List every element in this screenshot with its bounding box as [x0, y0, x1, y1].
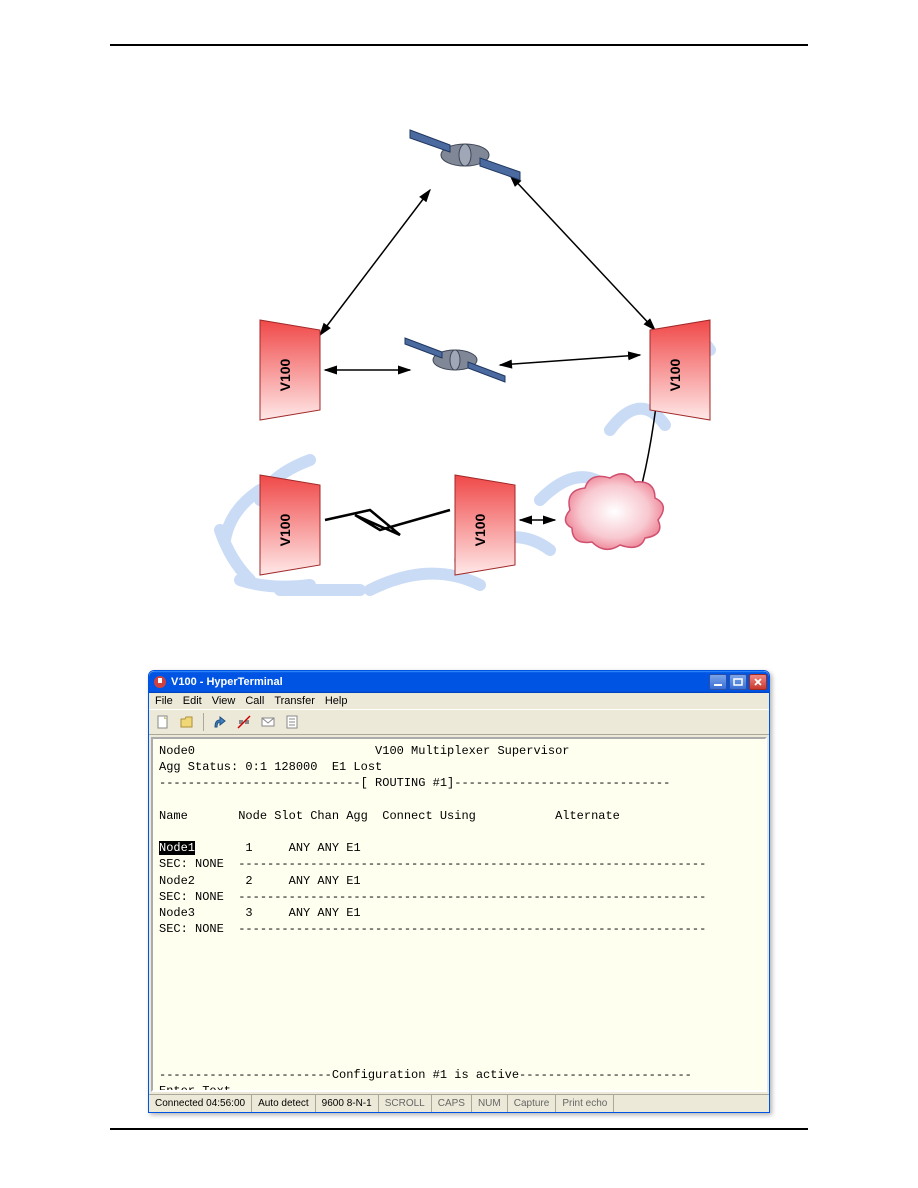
window-title: V100 - HyperTerminal [171, 676, 709, 688]
disconnect-icon[interactable] [234, 712, 254, 732]
terminal-content[interactable]: Node0 V100 Multiplexer Supervisor Agg St… [151, 737, 767, 1092]
menu-transfer[interactable]: Transfer [274, 695, 315, 707]
status-scroll: SCROLL [379, 1095, 432, 1112]
toolbar-separator [203, 713, 204, 731]
statusbar: Connected 04:56:00 Auto detect 9600 8-N-… [149, 1094, 769, 1112]
page-top-rule [110, 44, 808, 46]
svg-text:V100: V100 [667, 358, 683, 391]
v100-node-bottom-mid: V100 [455, 475, 515, 575]
svg-text:V100: V100 [472, 513, 488, 546]
v100-node-top-right: V100 [650, 320, 710, 420]
status-num: NUM [472, 1095, 508, 1112]
minimize-button[interactable] [709, 674, 727, 690]
v100-node-top-left: V100 [260, 320, 320, 420]
status-caps: CAPS [432, 1095, 472, 1112]
network-cloud [565, 474, 663, 550]
new-doc-icon[interactable] [153, 712, 173, 732]
satellite-mid [405, 338, 505, 382]
status-capture: Capture [508, 1095, 557, 1112]
menubar: File Edit View Call Transfer Help [149, 693, 769, 709]
status-baud: 9600 8-N-1 [316, 1095, 379, 1112]
page-bottom-rule [110, 1128, 808, 1130]
close-button[interactable] [749, 674, 767, 690]
status-detect: Auto detect [252, 1095, 316, 1112]
send-icon[interactable] [258, 712, 278, 732]
menu-edit[interactable]: Edit [183, 695, 202, 707]
open-doc-icon[interactable] [177, 712, 197, 732]
app-icon [153, 675, 167, 689]
menu-help[interactable]: Help [325, 695, 348, 707]
properties-icon[interactable] [282, 712, 302, 732]
svg-text:V100: V100 [277, 358, 293, 391]
window-controls [709, 674, 767, 690]
v100-node-bottom-left: V100 [260, 475, 320, 575]
menu-view[interactable]: View [212, 695, 236, 707]
status-printecho: Print echo [556, 1095, 614, 1112]
status-connection: Connected 04:56:00 [149, 1095, 252, 1112]
window-titlebar[interactable]: V100 - HyperTerminal [149, 671, 769, 693]
menu-file[interactable]: File [155, 695, 173, 707]
menu-call[interactable]: Call [245, 695, 264, 707]
hyperterminal-window: V100 - HyperTerminal File Edit View Call… [148, 670, 770, 1113]
toolbar [149, 709, 769, 735]
svg-text:V100: V100 [277, 513, 293, 546]
satellite-top [410, 130, 520, 180]
connect-icon[interactable] [210, 712, 230, 732]
network-diagram: V100 V100 V100 V100 [110, 90, 810, 640]
maximize-button[interactable] [729, 674, 747, 690]
